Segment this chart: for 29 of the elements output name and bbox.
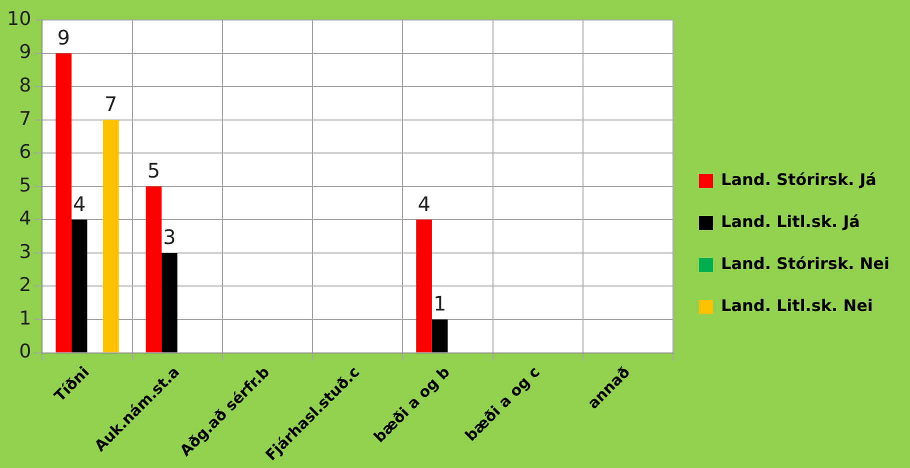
legend-label: Land. Stórirsk. Já: [721, 170, 876, 190]
data-label: 1: [433, 292, 446, 316]
data-label: 9: [57, 25, 70, 50]
y-tick-label: 10: [6, 8, 32, 30]
bar: [416, 220, 432, 352]
data-label: 7: [104, 92, 118, 116]
y-tick-label: 3: [19, 240, 32, 263]
y-tick-label: 2: [19, 274, 32, 296]
bar: [71, 220, 88, 352]
data-label: 3: [163, 225, 176, 250]
legend-label: Land. Litl.sk. Nei: [721, 296, 873, 316]
data-label: 4: [418, 192, 430, 216]
bar: [146, 186, 162, 352]
bar: [162, 252, 178, 352]
bar: [103, 120, 119, 352]
y-tick-label: 8: [19, 74, 32, 96]
bar: [56, 53, 72, 352]
bar: [432, 320, 448, 352]
legend-label: Land. Stórirsk. Nei: [721, 254, 890, 274]
data-label: 5: [147, 158, 160, 183]
y-tick-label: 0: [19, 340, 32, 363]
y-tick-label: 5: [19, 174, 32, 196]
y-tick-label: 1: [19, 307, 32, 330]
y-tick-label: 6: [19, 141, 32, 164]
y-tick-label: 9: [19, 41, 32, 64]
y-tick-label: 4: [19, 208, 32, 230]
data-label: 4: [72, 192, 86, 216]
y-tick-label: 7: [19, 108, 32, 130]
legend-label: Land. Litl.sk. Já: [721, 212, 860, 232]
